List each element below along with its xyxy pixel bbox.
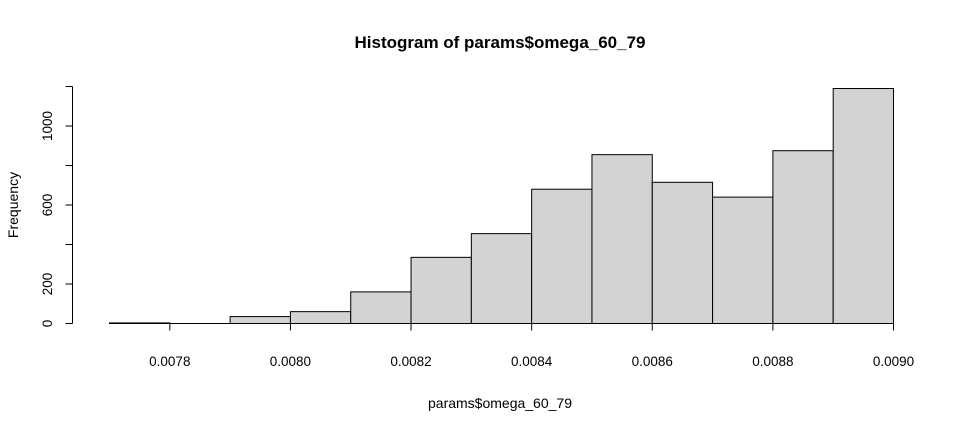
histogram-bar-4 — [350, 291, 412, 324]
x-tick-label-6: 0.0090 — [873, 354, 914, 369]
x-tick-label-1: 0.0080 — [270, 354, 311, 369]
bars-group — [109, 88, 895, 325]
histogram-bar-6 — [470, 233, 533, 325]
y-tick-label-0: 0 — [40, 320, 55, 328]
y-axis: 0 200 600 1000 — [40, 86, 73, 328]
x-tick-label-5: 0.0088 — [752, 354, 793, 369]
x-tick-label-0: 0.0078 — [149, 354, 190, 369]
histogram-bar-2 — [229, 316, 291, 324]
histogram-bar-10 — [712, 196, 774, 324]
histogram-bar-8 — [591, 154, 653, 324]
y-tick-label-1: 200 — [40, 273, 55, 296]
histogram-bar-9 — [651, 181, 714, 324]
histogram-bar-11 — [772, 150, 834, 324]
histogram-bar-12 — [832, 88, 895, 324]
x-tick-label-3: 0.0084 — [511, 354, 553, 369]
x-tick-label-4: 0.0086 — [632, 354, 673, 369]
x-tick-label-2: 0.0082 — [390, 354, 431, 369]
x-axis-label: params$omega_60_79 — [428, 395, 572, 411]
histogram-bar-7 — [531, 188, 593, 324]
y-tick-label-2: 600 — [40, 194, 55, 217]
histogram-bar-3 — [289, 311, 352, 325]
chart-title: Histogram of params$omega_60_79 — [354, 33, 645, 52]
y-tick-label-3: 1000 — [40, 111, 55, 141]
histogram-bar-0 — [109, 322, 171, 324]
x-axis: 0.0078 0.0080 0.0082 0.0084 0.0086 0.0088 0.00… — [149, 323, 914, 369]
y-axis-label: Frequency — [5, 172, 21, 238]
histogram-bar-5 — [410, 256, 472, 325]
